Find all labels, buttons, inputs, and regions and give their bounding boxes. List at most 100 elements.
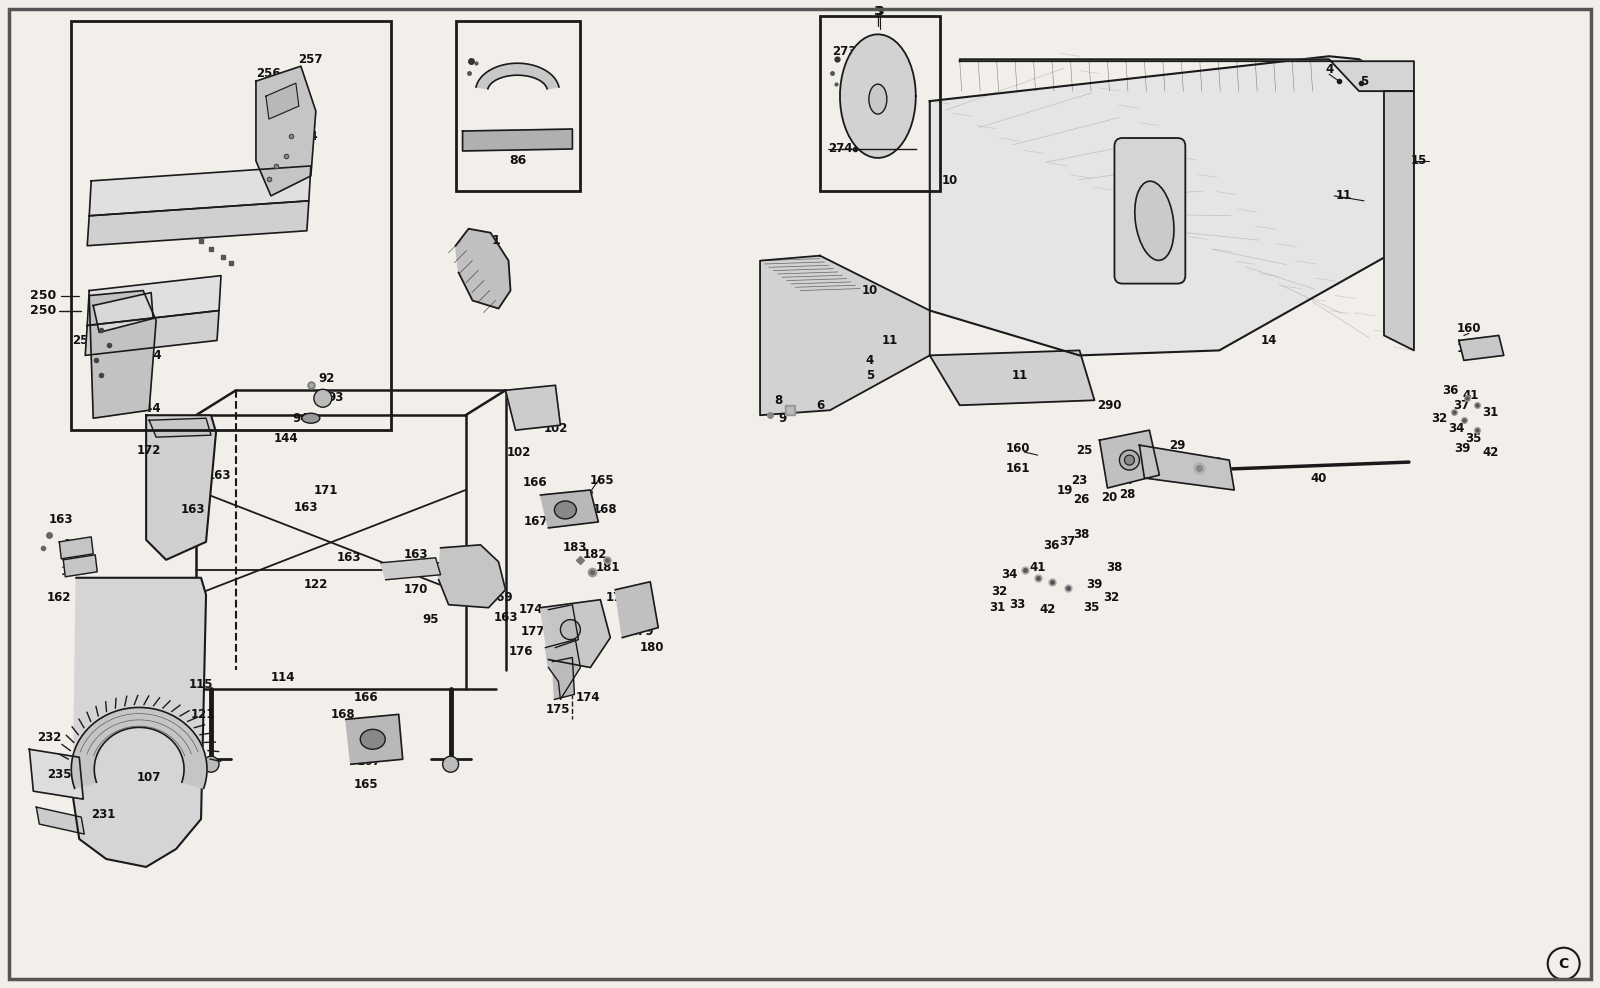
Text: 171: 171 — [314, 483, 338, 497]
Circle shape — [443, 756, 459, 773]
Ellipse shape — [302, 413, 320, 423]
Text: 258: 258 — [243, 193, 269, 206]
Text: 163: 163 — [493, 612, 518, 624]
Bar — [72, 22, 390, 430]
Text: 257: 257 — [86, 302, 110, 315]
Text: 3: 3 — [874, 5, 883, 18]
Text: 174: 174 — [518, 603, 542, 617]
Polygon shape — [1384, 91, 1414, 351]
Text: 107: 107 — [138, 771, 162, 783]
Circle shape — [560, 619, 581, 639]
Polygon shape — [1459, 336, 1504, 361]
Text: 163: 163 — [181, 504, 205, 517]
Text: 14: 14 — [1261, 334, 1277, 347]
Polygon shape — [960, 59, 1414, 91]
Text: 122: 122 — [304, 578, 328, 591]
Text: 5: 5 — [866, 369, 874, 381]
Polygon shape — [149, 418, 211, 437]
Text: 165: 165 — [354, 778, 378, 790]
Polygon shape — [88, 201, 309, 246]
Text: 253: 253 — [278, 159, 302, 173]
Text: 11: 11 — [1011, 369, 1027, 381]
Text: 231: 231 — [91, 807, 115, 821]
Text: 26: 26 — [1074, 493, 1090, 507]
Text: 255: 255 — [288, 95, 314, 108]
Text: 115: 115 — [189, 678, 213, 691]
Polygon shape — [438, 544, 506, 608]
Text: 144: 144 — [274, 432, 298, 445]
Text: 273: 273 — [832, 44, 856, 57]
Text: 166: 166 — [354, 691, 378, 703]
Text: 163: 163 — [294, 502, 318, 515]
Bar — [456, 22, 581, 191]
Text: 180: 180 — [640, 641, 664, 654]
Ellipse shape — [1134, 181, 1174, 261]
Text: 41: 41 — [1029, 561, 1046, 574]
Text: 31: 31 — [989, 601, 1006, 615]
Text: 163: 163 — [206, 468, 232, 481]
Text: 170: 170 — [403, 583, 427, 596]
Text: 168: 168 — [594, 504, 618, 517]
Text: 144: 144 — [138, 402, 162, 415]
Text: 183: 183 — [563, 541, 587, 554]
Polygon shape — [541, 490, 598, 528]
Text: 179: 179 — [630, 625, 654, 638]
Polygon shape — [88, 276, 221, 325]
Text: 174: 174 — [576, 691, 600, 703]
Polygon shape — [616, 582, 658, 637]
Text: 160: 160 — [1005, 442, 1030, 454]
Polygon shape — [346, 714, 403, 765]
Text: 254: 254 — [138, 349, 162, 362]
Text: 104: 104 — [528, 402, 552, 415]
Text: 250: 250 — [30, 289, 56, 302]
Text: 19: 19 — [1056, 483, 1072, 497]
Text: 235: 235 — [46, 768, 72, 781]
Text: 25: 25 — [1077, 444, 1093, 456]
Polygon shape — [541, 600, 610, 668]
Text: 169: 169 — [488, 591, 514, 605]
Polygon shape — [266, 83, 299, 120]
Text: 93: 93 — [328, 391, 344, 404]
Text: 10: 10 — [862, 285, 878, 297]
Text: 259: 259 — [216, 226, 242, 239]
Text: 167: 167 — [523, 516, 547, 529]
Polygon shape — [1099, 430, 1160, 488]
Text: 1: 1 — [491, 234, 499, 247]
Polygon shape — [930, 351, 1094, 405]
Text: 166: 166 — [523, 475, 547, 488]
Text: 114: 114 — [270, 671, 294, 684]
Polygon shape — [477, 63, 558, 89]
Polygon shape — [256, 66, 315, 196]
Text: 20: 20 — [1101, 491, 1117, 505]
Text: 95: 95 — [422, 614, 438, 626]
Polygon shape — [506, 385, 560, 430]
Text: 29: 29 — [1170, 439, 1186, 452]
FancyBboxPatch shape — [1115, 138, 1186, 284]
Polygon shape — [546, 639, 581, 700]
Text: 169: 169 — [418, 561, 443, 574]
Text: 11: 11 — [882, 334, 898, 347]
Text: 290: 290 — [1098, 399, 1122, 412]
Text: 32: 32 — [1104, 591, 1120, 605]
Bar — [819, 17, 939, 191]
Polygon shape — [552, 658, 574, 700]
Polygon shape — [456, 229, 510, 308]
Polygon shape — [72, 707, 206, 788]
Polygon shape — [90, 290, 157, 418]
Text: 168: 168 — [331, 707, 355, 721]
Polygon shape — [146, 415, 216, 560]
Ellipse shape — [555, 501, 576, 519]
Text: 121: 121 — [190, 707, 216, 721]
Polygon shape — [93, 292, 154, 332]
Text: 42: 42 — [1040, 603, 1056, 617]
Text: 18: 18 — [1106, 461, 1123, 474]
Text: 177: 177 — [520, 625, 544, 638]
Circle shape — [1120, 451, 1139, 470]
Text: 165: 165 — [590, 473, 614, 486]
Text: 34: 34 — [1448, 422, 1466, 435]
Text: 27: 27 — [1120, 473, 1136, 486]
Text: 5: 5 — [1360, 75, 1368, 88]
Text: 274: 274 — [827, 142, 853, 155]
Text: 42: 42 — [1483, 446, 1499, 458]
Text: 6: 6 — [816, 399, 824, 412]
